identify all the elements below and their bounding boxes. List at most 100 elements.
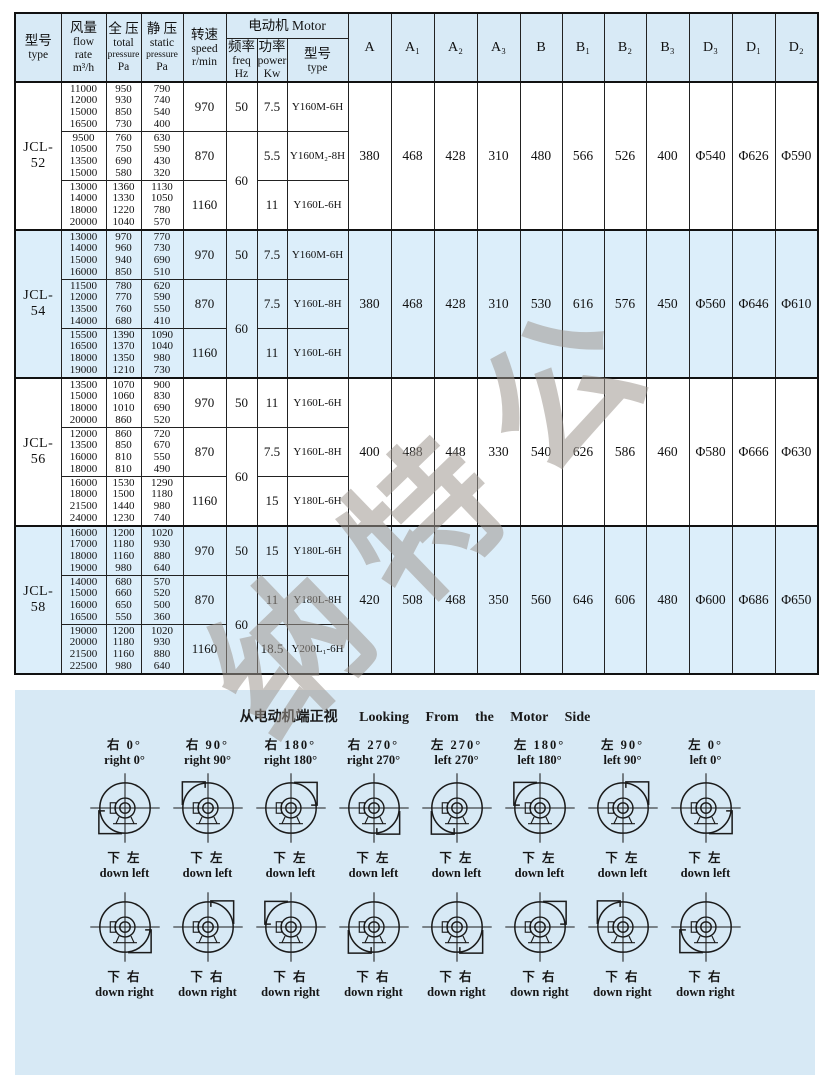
dimension-value-9: Φ600	[688, 525, 733, 675]
dimension-value-7: 576	[603, 229, 647, 379]
total-pressure-values: 860 850 810 810	[105, 427, 142, 477]
power-value: 18.5	[256, 624, 288, 675]
dimension-value-4: 310	[476, 229, 521, 379]
total-pressure-values: 680 660 650 550	[105, 575, 142, 625]
static-pressure-values: 790 740 540 400	[140, 81, 184, 132]
fan-volute-drawing	[255, 892, 326, 962]
motor-type-value: Y160L-6H	[286, 328, 349, 379]
flow-values: 14000 15000 16000 16500	[60, 575, 107, 625]
down-right-label: 下 右 down right	[676, 970, 735, 999]
orientation-angle-label: 右 270° right 270°	[346, 738, 401, 767]
power-value: 11	[256, 180, 288, 231]
speed-value: 870	[182, 279, 227, 329]
spec-row-JCL-52-2: 9500 10500 13500 15000 760 750 690 580 630…	[15, 131, 818, 231]
header-dim-5: B	[519, 12, 563, 83]
orientation-cell-right-0-down-right: 下 右 down right	[83, 887, 166, 1000]
speed-value: 870	[182, 131, 227, 181]
static-pressure-values: 900 830 690 520	[140, 377, 184, 428]
static-pressure-values: 1290 1180 980 740	[140, 476, 184, 527]
dimension-value-1: 380	[347, 81, 392, 231]
header-dim-3: A₂	[433, 12, 478, 83]
spec-row-JCL-52-1: JCL-52 11000 12000 15000 16500 950 930 850…	[14, 81, 819, 231]
frequency-value: 50	[225, 525, 258, 576]
motor-type-value: Y180L-8H	[286, 575, 349, 625]
power-value: 7.5	[256, 229, 288, 280]
total-pressure-values: 760 750 690 580	[105, 131, 142, 181]
header-motor-type-column: 型号 type	[286, 38, 349, 83]
frequency-value: 50	[225, 81, 258, 132]
power-value: 15	[256, 525, 288, 576]
speed-value: 970	[182, 229, 227, 280]
header-motor-group: 电动机 Motor	[225, 12, 349, 39]
orientation-cell-left-90-down-left: 左 90° left 90° 下 左 down left	[581, 738, 664, 881]
orientation-angle-label: 左 180° left 180°	[513, 738, 566, 767]
orientation-angle-label: 右 90° right 90°	[183, 738, 231, 767]
motor-type-value: Y160L-8H	[286, 427, 349, 477]
motor-type-value: Y160L-8H	[286, 279, 349, 329]
static-pressure-values: 620 590 550 410	[140, 279, 184, 329]
dimension-value-9: Φ540	[688, 81, 733, 231]
dimension-value-1: 400	[347, 377, 392, 527]
dimension-value-8: 400	[645, 81, 690, 231]
panel-title: 从电动机端正视 Looking From the Motor Side	[15, 706, 815, 726]
fan-volute-drawing	[172, 773, 243, 843]
down-right-label: 下 右 down right	[593, 970, 652, 999]
power-value: 7.5	[256, 81, 288, 132]
static-pressure-values: 1130 1050 780 570	[140, 180, 184, 231]
down-left-label: 下 左 down left	[348, 851, 399, 880]
dimension-value-10: Φ646	[731, 229, 776, 379]
orientation-row-down-left: 右 0° right 0° 下 左 down left 右 90° right 90° 下 …	[15, 738, 815, 881]
dimension-value-6: 616	[561, 229, 605, 379]
orientation-cell-right-270-down-left: 右 270° right 270° 下 左 down left	[332, 738, 415, 881]
flow-values: 12000 13500 16000 18000	[60, 427, 107, 477]
orientation-cell-left-180-down-right: 下 右 down right	[498, 887, 581, 1000]
spec-row-JCL-56-1: JCL-56 13500 15000 18000 20000 1070 1060 1…	[14, 377, 819, 527]
dimension-value-3: 468	[433, 525, 478, 675]
spec-row-JCL-54-1: JCL-54 13000 14000 15000 16000 970 960 940…	[14, 229, 819, 379]
motor-type-value: Y160L-6H	[286, 377, 349, 428]
dimension-value-11: Φ610	[774, 229, 819, 379]
fan-volute-drawing	[89, 892, 160, 962]
total-pressure-values: 1200 1180 1160 980	[105, 624, 142, 675]
flow-values: 16000 17000 18000 19000	[60, 525, 107, 576]
dimension-value-8: 480	[645, 525, 690, 675]
spec-row-JCL-56-2: 12000 13500 16000 18000 860 850 810 810 72…	[15, 427, 818, 527]
dimension-value-7: 606	[603, 525, 647, 675]
model-cell: JCL-56	[14, 377, 62, 527]
header-dim-4: A₃	[476, 12, 521, 83]
orientation-angle-label: 左 270° left 270°	[430, 738, 483, 767]
static-pressure-values: 1020 930 880 640	[140, 525, 184, 576]
orientation-cell-right-90-down-right: 下 右 down right	[166, 887, 249, 1000]
header-model-column: 型号 type	[14, 12, 62, 83]
fan-volute-drawing	[587, 773, 658, 843]
dimension-value-2: 488	[390, 377, 435, 527]
total-pressure-values: 1360 1330 1220 1040	[105, 180, 142, 231]
total-pressure-values: 970 960 940 850	[105, 229, 142, 280]
dimension-value-4: 310	[476, 81, 521, 231]
dimension-value-10: Φ686	[731, 525, 776, 675]
dimension-value-9: Φ560	[688, 229, 733, 379]
fan-volute-drawing	[504, 892, 575, 962]
down-right-label: 下 右 down right	[510, 970, 569, 999]
speed-value: 1160	[182, 476, 227, 527]
header-dim-2: A₁	[390, 12, 435, 83]
power-value: 7.5	[256, 427, 288, 477]
header-dim-8: B₃	[645, 12, 690, 83]
dimension-value-7: 526	[603, 81, 647, 231]
fan-specification-table: 型号 type 风量 flow rate m³/h 全 压 total pressure Pa 静 …	[14, 12, 820, 675]
orientation-cell-left-0-down-right: 下 右 down right	[664, 887, 747, 1000]
dimension-value-3: 448	[433, 377, 478, 527]
fan-volute-drawing	[587, 892, 658, 962]
dimension-value-5: 480	[519, 81, 563, 231]
down-right-label: 下 右 down right	[427, 970, 486, 999]
dimension-value-10: Φ666	[731, 377, 776, 527]
static-pressure-values: 630 590 430 320	[140, 131, 184, 181]
orientation-row-down-right: 下 右 down right 下 右 down right 下 右 down right 下…	[15, 887, 815, 1000]
frequency-value: 60	[225, 131, 258, 231]
orientation-panel: 从电动机端正视 Looking From the Motor Side 右 0°…	[15, 690, 815, 1075]
fan-volute-drawing	[421, 892, 492, 962]
orientation-cell-right-90-down-left: 右 90° right 90° 下 左 down left	[166, 738, 249, 881]
dimension-value-8: 460	[645, 377, 690, 527]
flow-values: 11500 12000 13500 14000	[60, 279, 107, 329]
motor-type-value: Y180L-6H	[286, 476, 349, 527]
